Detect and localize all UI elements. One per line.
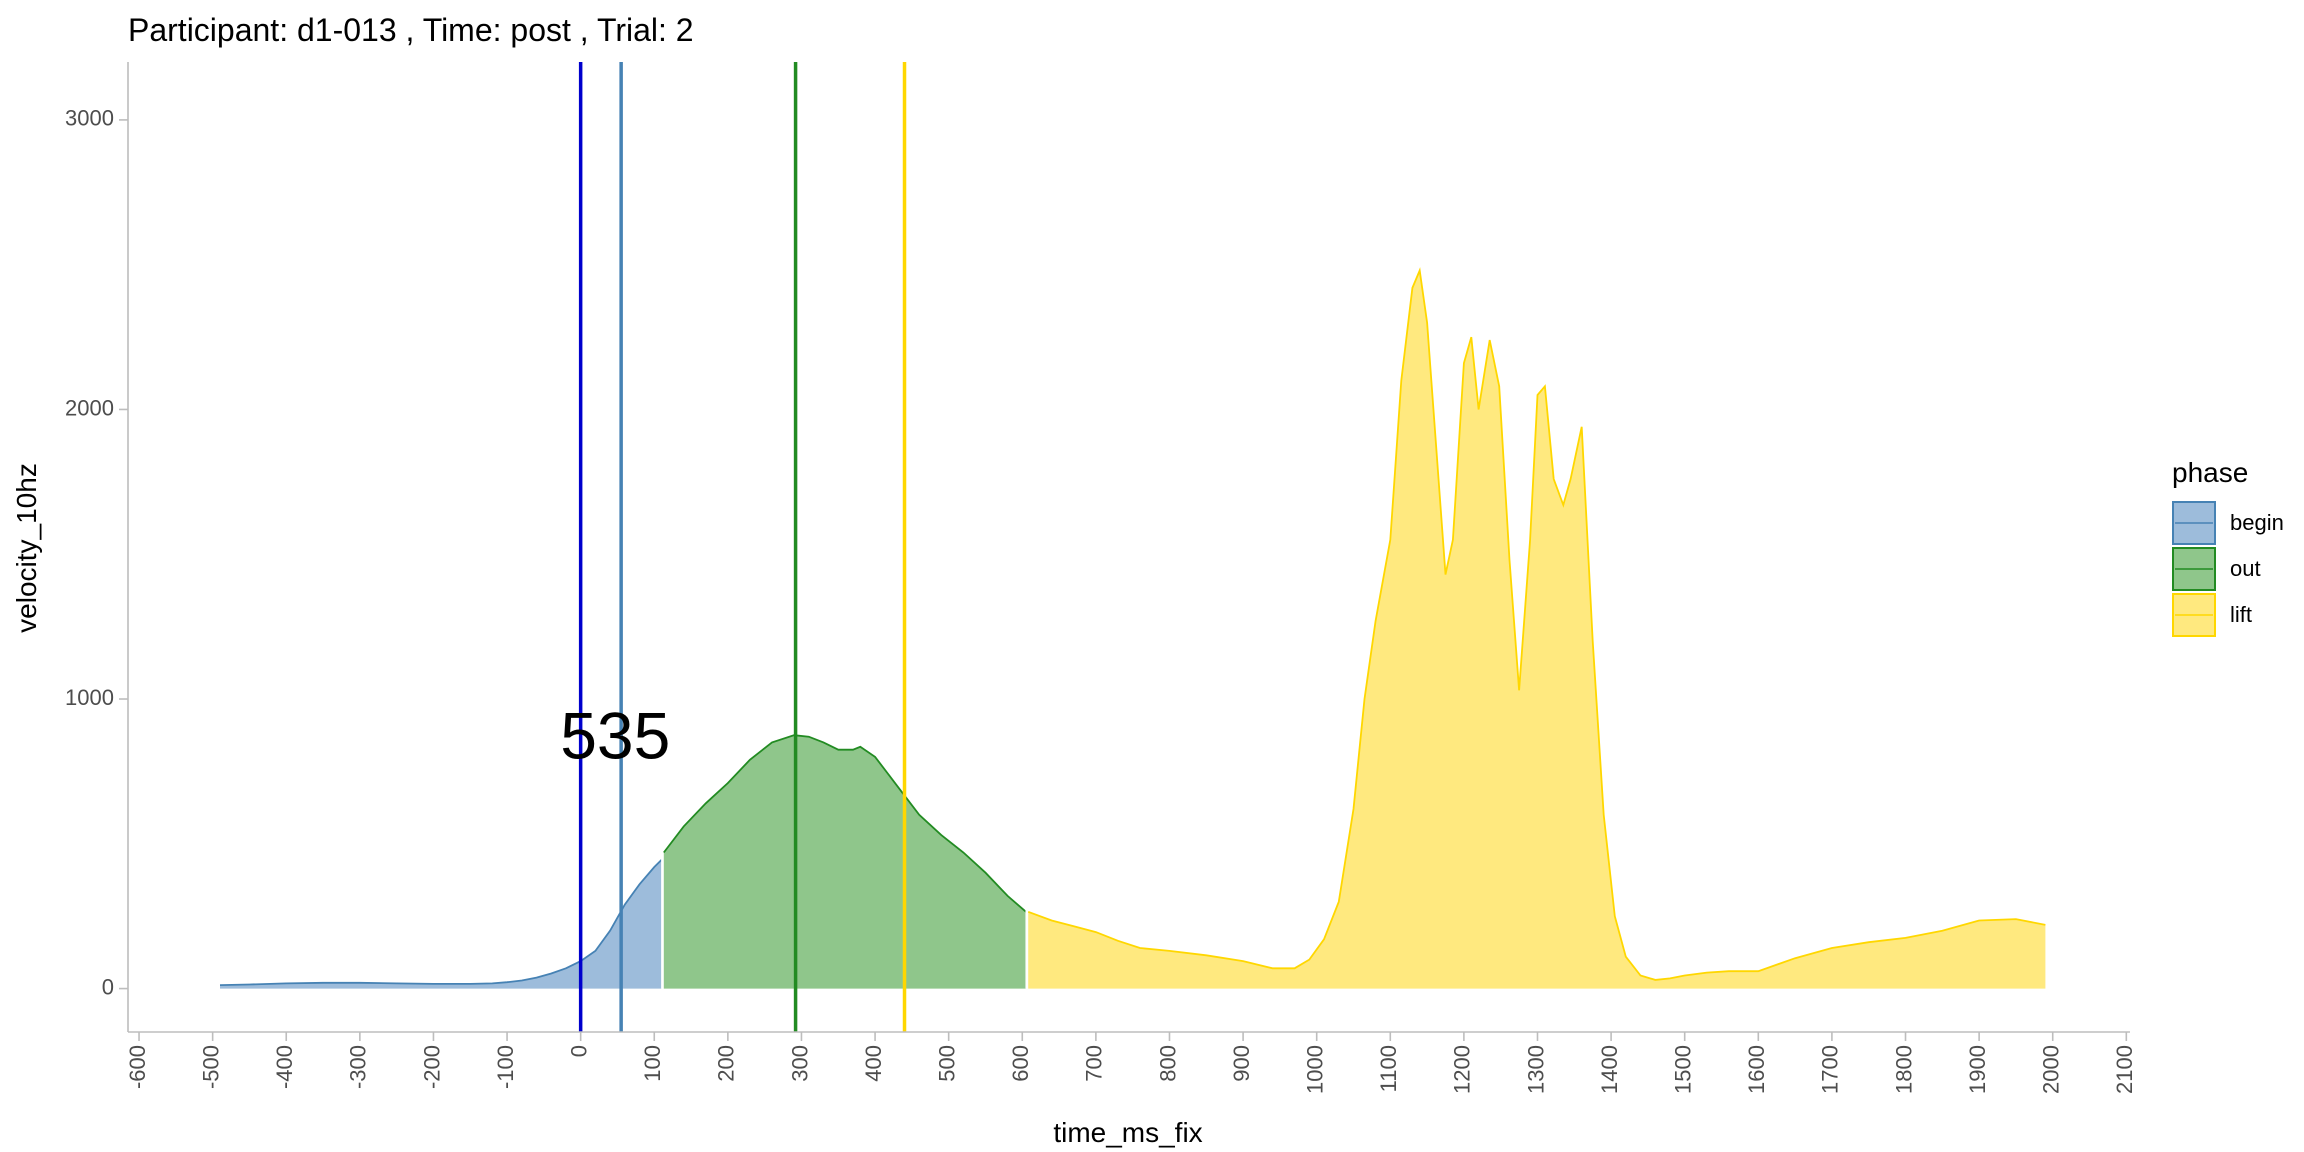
area-series-layer xyxy=(219,267,2046,989)
x-tick-label: 1700 xyxy=(1818,1045,1843,1094)
x-tick-label: 1100 xyxy=(1376,1045,1401,1092)
x-tick-label: 300 xyxy=(787,1045,812,1082)
x-tick-label: 900 xyxy=(1229,1045,1254,1082)
x-axis-title: time_ms_fix xyxy=(1053,1117,1202,1148)
x-tick-label: 2100 xyxy=(2112,1045,2137,1094)
x-tick-label: 1500 xyxy=(1671,1045,1696,1094)
legend-label-lift: lift xyxy=(2230,602,2252,627)
x-tick-label: 400 xyxy=(861,1045,886,1082)
area-lift xyxy=(1028,270,2046,989)
legend-items: begin out lift xyxy=(2172,501,2284,637)
x-tick-label: 1900 xyxy=(1965,1045,1990,1094)
line-lift xyxy=(1027,267,2046,981)
legend-title: phase xyxy=(2172,457,2248,488)
legend-label-out: out xyxy=(2230,556,2261,581)
x-tick-label: -200 xyxy=(419,1045,444,1089)
x-tick-label: 1800 xyxy=(1891,1045,1916,1094)
axes-layer xyxy=(127,62,2130,1033)
x-tick-label: 500 xyxy=(935,1045,960,1082)
area-out xyxy=(663,735,1026,989)
legend-item-out: out xyxy=(2172,547,2261,591)
x-ticks-layer: -600 -500 -400 -300 -200 -100 0 100 200 300 400 500… xyxy=(125,1032,2137,1094)
x-tick-label: 700 xyxy=(1082,1045,1107,1082)
y-tick-label: 2000 xyxy=(65,395,114,420)
x-tick-label: 100 xyxy=(640,1045,665,1082)
legend: phase begin out lift xyxy=(2172,457,2284,637)
y-tick-label: 0 xyxy=(102,974,114,999)
y-tick-label: 1000 xyxy=(65,685,114,710)
x-tick-label: -400 xyxy=(272,1045,297,1089)
area-begin xyxy=(220,859,662,989)
annotation-layer: 535 xyxy=(560,698,670,772)
x-tick-label: 1000 xyxy=(1303,1045,1328,1094)
x-tick-label: -600 xyxy=(125,1045,150,1089)
annotation-label: 535 xyxy=(560,698,670,772)
legend-label-begin: begin xyxy=(2230,510,2284,535)
x-tick-label: 1400 xyxy=(1597,1045,1622,1094)
x-tick-label: 200 xyxy=(714,1045,739,1082)
x-tick-label: 600 xyxy=(1008,1045,1033,1082)
x-tick-label: 1300 xyxy=(1523,1045,1548,1094)
legend-item-lift: lift xyxy=(2172,593,2252,637)
x-tick-label: 1600 xyxy=(1744,1045,1769,1094)
chart-title: Participant: d1-013 , Time: post , Trial… xyxy=(128,12,694,48)
line-out xyxy=(663,734,1027,913)
x-tick-label: -100 xyxy=(493,1045,518,1089)
legend-item-begin: begin xyxy=(2172,501,2284,545)
x-tick-label: 1200 xyxy=(1450,1045,1475,1094)
y-tick-label: 3000 xyxy=(65,106,114,131)
x-tick-label: -500 xyxy=(198,1045,223,1089)
y-ticks-layer: 0 1000 2000 3000 xyxy=(65,106,128,999)
x-tick-label: 800 xyxy=(1155,1045,1180,1082)
y-axis-title: velocity_10hz xyxy=(11,463,42,633)
x-tick-label: 2000 xyxy=(2039,1045,2064,1094)
vertical-markers-layer xyxy=(578,62,907,1032)
x-tick-label: 0 xyxy=(567,1045,592,1057)
x-tick-label: -300 xyxy=(346,1045,371,1089)
